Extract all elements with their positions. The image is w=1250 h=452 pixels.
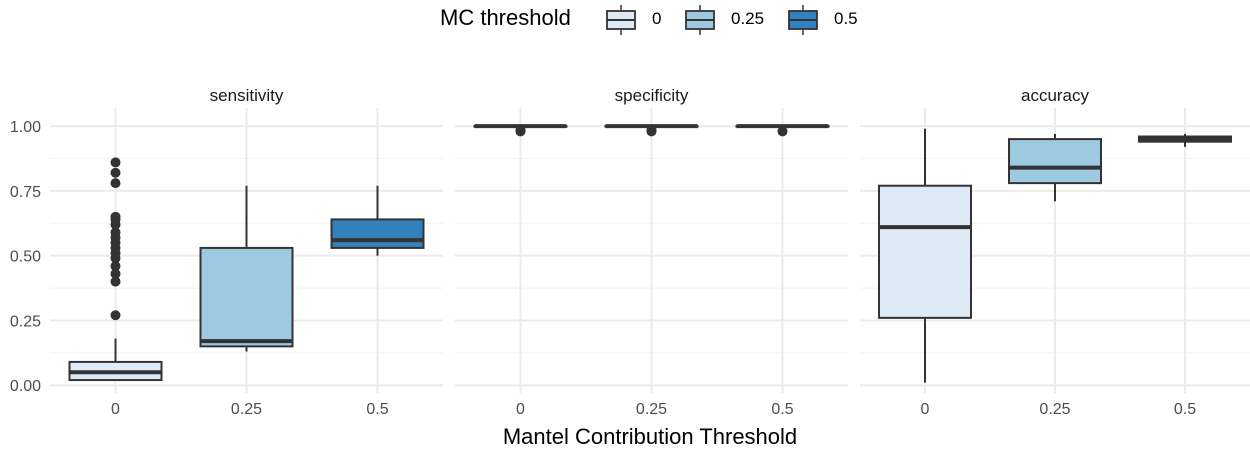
legend-item: 0.25 — [685, 5, 764, 35]
x-tick-label: 0 — [111, 401, 120, 418]
box-0.5 — [1138, 133, 1232, 147]
outlier-point — [110, 276, 121, 287]
box-0.25 — [604, 124, 699, 137]
y-tick-label: 0.75 — [10, 184, 41, 201]
outlier-point — [110, 167, 121, 178]
x-tick-label: 0.25 — [636, 401, 667, 418]
outlier-point — [110, 178, 121, 189]
box-0.5 — [735, 124, 830, 137]
box-0 — [473, 124, 568, 137]
facet-panel-accuracy: accuracy 0 0.25 0.5 — [860, 86, 1250, 418]
outlier-point — [110, 211, 121, 222]
legend-title: MC threshold — [440, 5, 571, 30]
x-tick-label: 0 — [516, 401, 525, 418]
outlier-point — [110, 227, 121, 238]
outlier-point — [646, 125, 657, 136]
box-body — [878, 184, 972, 319]
x-tick-label: 0.5 — [366, 401, 388, 418]
x-tick-label: 0.5 — [1174, 401, 1196, 418]
facet-title: accuracy — [1021, 86, 1090, 105]
y-tick-label: 1.00 — [10, 119, 41, 136]
y-tick-label: 0.25 — [10, 313, 41, 330]
outlier-point — [110, 268, 121, 279]
box-0 — [68, 157, 163, 382]
x-tick-label: 0.5 — [771, 401, 793, 418]
legend-label: 0.25 — [731, 9, 764, 28]
x-tick-label: 0.25 — [1039, 401, 1070, 418]
y-tick-label: 0.50 — [10, 249, 41, 266]
x-tick-label: 0 — [921, 401, 930, 418]
outlier-point — [110, 310, 121, 321]
outlier-point — [777, 126, 788, 137]
facet-title: sensitivity — [210, 86, 284, 105]
legend-label: 0.5 — [834, 9, 858, 28]
outlier-point — [110, 157, 121, 168]
box-body — [330, 218, 425, 249]
legend-label: 0 — [652, 9, 661, 28]
box-0.25 — [1008, 133, 1102, 202]
box-body — [199, 246, 294, 348]
box-0 — [878, 128, 972, 383]
legend-item: 0.5 — [788, 5, 858, 35]
y-tick-label: 0.00 — [10, 378, 41, 395]
box-body — [1008, 138, 1102, 185]
facet-panel-specificity: specificity 0 0.25 0.5 — [455, 86, 848, 418]
outlier-point — [110, 261, 121, 272]
facet-panel-sensitivity: sensitivity 0 0.25 0.5 — [50, 86, 443, 418]
legend-item: 0 — [606, 5, 661, 35]
outlier-point — [515, 125, 526, 136]
x-tick-label: 0.25 — [231, 401, 262, 418]
box-0.5 — [330, 185, 425, 256]
facet-title: specificity — [615, 86, 689, 105]
x-axis-title: Mantel Contribution Threshold — [503, 424, 797, 449]
legend: MC threshold 0 0.25 0.5 — [440, 5, 858, 35]
box-0.25 — [199, 185, 294, 352]
y-axis: 0.00 0.25 0.50 0.75 1.00 — [10, 119, 41, 395]
